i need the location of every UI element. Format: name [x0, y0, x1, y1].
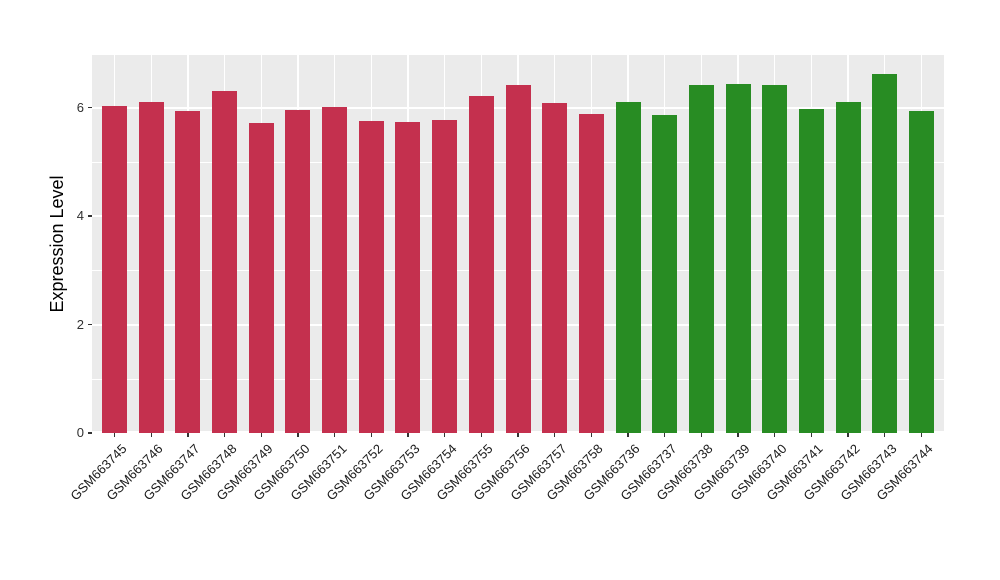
x-tick-mark — [847, 433, 849, 437]
x-tick-mark — [553, 433, 556, 437]
x-tick-mark — [883, 433, 886, 437]
y-tick-label: 4 — [76, 208, 84, 224]
x-tick-mark — [333, 433, 336, 437]
x-tick-mark — [700, 433, 703, 437]
x-tick-mark — [590, 433, 593, 437]
x-tick-mark — [260, 433, 263, 437]
bar-GSM663751 — [322, 106, 348, 433]
y-tick-mark — [88, 106, 92, 109]
x-tick-mark — [920, 433, 923, 437]
y-tick-mark — [88, 215, 92, 217]
x-tick-mark — [150, 433, 153, 437]
plot-panel — [92, 55, 944, 433]
x-tick-mark — [407, 433, 409, 437]
x-tick-mark — [663, 433, 666, 437]
bar-GSM663754 — [432, 120, 458, 433]
y-axis-title: Expression Level — [47, 175, 67, 313]
y-tick-label: 2 — [76, 316, 84, 332]
bar-GSM663748 — [212, 91, 238, 433]
bar-GSM663741 — [798, 108, 824, 433]
bar-GSM663753 — [395, 121, 421, 433]
x-tick-mark — [443, 433, 446, 437]
bar-GSM663740 — [762, 85, 788, 433]
x-tick-mark — [480, 433, 483, 437]
bar-GSM663739 — [725, 83, 751, 433]
bar-GSM663750 — [285, 110, 311, 433]
x-tick-mark — [113, 433, 116, 437]
x-tick-mark — [370, 433, 373, 437]
y-tick-mark — [88, 432, 92, 434]
x-tick-mark — [773, 433, 776, 437]
x-tick-mark — [297, 433, 299, 437]
x-tick-mark — [627, 433, 629, 437]
bar-GSM663756 — [505, 85, 531, 433]
bar-GSM663745 — [102, 105, 128, 433]
x-tick-mark — [223, 433, 226, 437]
bar-GSM663757 — [542, 103, 568, 433]
bar-GSM663743 — [872, 73, 898, 433]
bar-GSM663738 — [688, 85, 714, 433]
y-tick-mark — [88, 323, 92, 326]
x-tick-mark — [517, 433, 519, 437]
x-tick-mark — [737, 433, 739, 437]
bar-GSM663737 — [652, 114, 678, 433]
bar-GSM663752 — [358, 120, 384, 433]
bar-GSM663744 — [908, 111, 934, 433]
bar-GSM663758 — [578, 114, 604, 433]
bar-GSM663736 — [615, 101, 641, 433]
bar-GSM663747 — [175, 111, 201, 433]
x-tick-mark — [187, 433, 189, 437]
y-tick-label: 0 — [76, 425, 84, 440]
y-tick-label: 6 — [76, 99, 84, 115]
bar-GSM663746 — [138, 101, 164, 433]
bar-GSM663742 — [835, 102, 861, 433]
x-tick-mark — [810, 433, 813, 437]
bar-GSM663749 — [248, 122, 274, 433]
bar-GSM663755 — [468, 95, 494, 433]
